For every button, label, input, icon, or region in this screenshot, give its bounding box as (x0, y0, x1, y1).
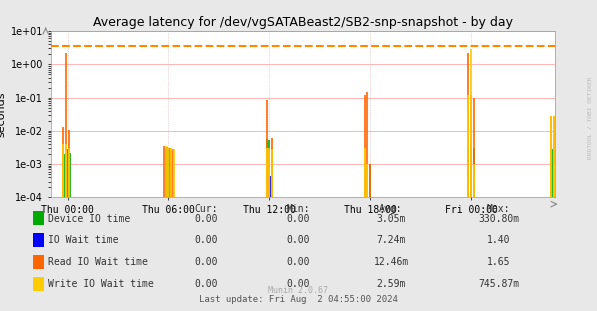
Text: Min:: Min: (287, 204, 310, 214)
Text: 0.00: 0.00 (287, 235, 310, 245)
Text: Avg:: Avg: (379, 204, 403, 214)
Text: 2.59m: 2.59m (376, 279, 406, 289)
Text: 1.40: 1.40 (487, 235, 510, 245)
Title: Average latency for /dev/vgSATABeast2/SB2-snp-snapshot - by day: Average latency for /dev/vgSATABeast2/SB… (93, 16, 513, 29)
Text: 3.05m: 3.05m (376, 214, 406, 224)
Text: 0.00: 0.00 (194, 214, 218, 224)
Text: 0.00: 0.00 (287, 279, 310, 289)
Text: Max:: Max: (487, 204, 510, 214)
Text: 330.80m: 330.80m (478, 214, 519, 224)
Text: 12.46m: 12.46m (373, 257, 409, 267)
Text: 0.00: 0.00 (194, 235, 218, 245)
Text: 745.87m: 745.87m (478, 279, 519, 289)
Text: Munin 2.0.67: Munin 2.0.67 (269, 286, 328, 295)
Text: Device IO time: Device IO time (48, 214, 131, 224)
Text: 7.24m: 7.24m (376, 235, 406, 245)
Text: 0.00: 0.00 (194, 279, 218, 289)
Text: 0.00: 0.00 (194, 257, 218, 267)
Text: Write IO Wait time: Write IO Wait time (48, 279, 154, 289)
Text: 0.00: 0.00 (287, 257, 310, 267)
Text: 1.65: 1.65 (487, 257, 510, 267)
Text: IO Wait time: IO Wait time (48, 235, 119, 245)
Text: 0.00: 0.00 (287, 214, 310, 224)
Text: Read IO Wait time: Read IO Wait time (48, 257, 148, 267)
Text: Cur:: Cur: (194, 204, 218, 214)
Text: Last update: Fri Aug  2 04:55:00 2024: Last update: Fri Aug 2 04:55:00 2024 (199, 295, 398, 304)
Text: RRDTOOL / TOBI OETIKER: RRDTOOL / TOBI OETIKER (588, 77, 593, 160)
Y-axis label: seconds: seconds (0, 91, 7, 137)
